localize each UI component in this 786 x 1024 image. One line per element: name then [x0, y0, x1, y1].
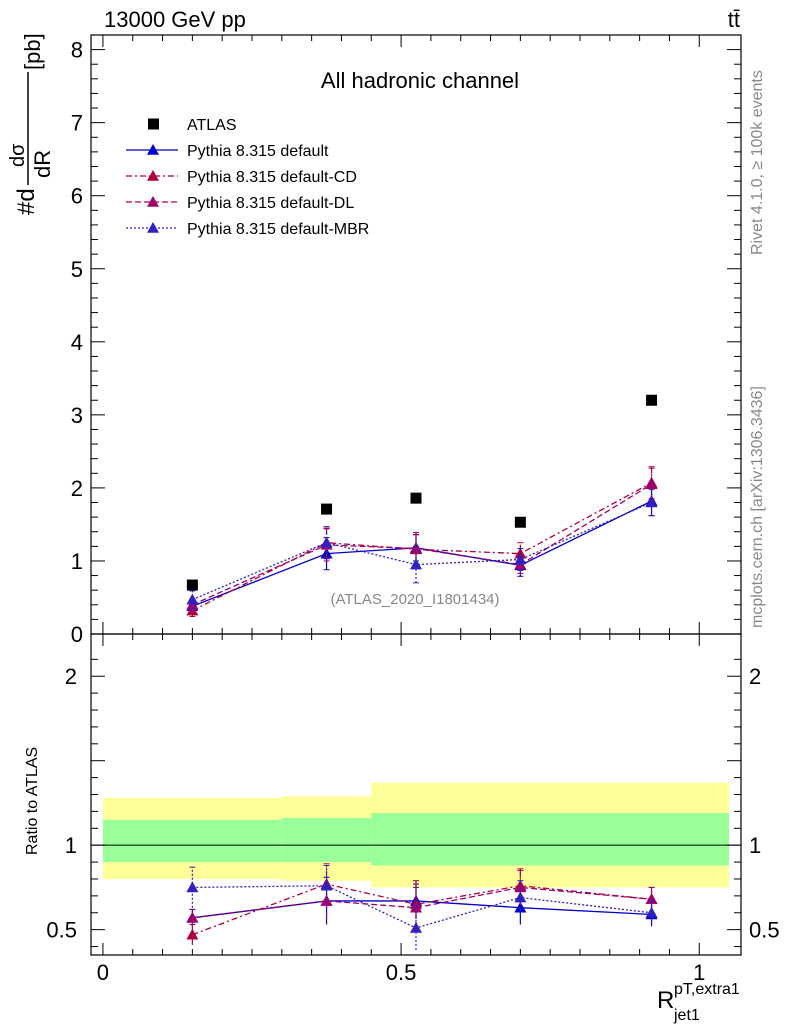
ratio-y-tick-label: 1 — [65, 833, 77, 858]
legend-label: Pythia 8.315 default-DL — [187, 195, 354, 212]
atlas-data-point — [646, 394, 658, 406]
ratio-data-point — [186, 928, 199, 940]
data-point — [186, 593, 199, 605]
rivet-label: Rivet 4.1.0, ≥ 100k events — [749, 70, 766, 255]
process-label: tt̄ — [728, 7, 740, 32]
ratio-data-point — [645, 906, 658, 918]
y-tick-label: 2 — [71, 476, 83, 501]
uncertainty-band-inner — [102, 819, 282, 863]
main-y-axis-label: #d dσ dR [pb] — [7, 33, 55, 215]
uncertainty-band-inner — [371, 813, 730, 866]
ratio-series-2 — [186, 870, 658, 928]
ratio-y-tick-label: 0.5 — [46, 918, 77, 943]
y-tick-label: 0 — [71, 622, 83, 647]
analysis-watermark: (ATLAS_2020_I1801434) — [330, 591, 499, 608]
ratio-data-point — [645, 893, 658, 905]
legend-marker — [147, 222, 159, 233]
ylabel-prefix: #d — [13, 188, 40, 215]
atlas-data-point — [186, 579, 198, 591]
y-tick-label: 3 — [71, 403, 83, 428]
legend-label: Pythia 8.315 default-CD — [187, 169, 357, 186]
y-tick-label: 7 — [71, 111, 83, 136]
legend-label: Pythia 8.315 default — [187, 143, 329, 160]
ratio-data-point — [514, 881, 527, 893]
legend-atlas-label: ATLAS — [187, 117, 237, 134]
atlas-data-point — [514, 516, 526, 528]
ratio-y-tick-label-right: 0.5 — [749, 918, 780, 943]
ratio-data-point — [514, 891, 527, 903]
xlabel-main: R — [657, 987, 674, 1014]
series-2 — [186, 467, 658, 612]
legend-atlas-marker — [148, 118, 159, 130]
ratio-data-point — [186, 881, 199, 893]
legend: ATLAS Pythia 8.315 default Pythia 8.315 de… — [126, 117, 369, 238]
ratio-y-axis-label: Ratio to ATLAS — [24, 747, 41, 855]
data-point — [410, 542, 422, 554]
x-tick-label: 0 — [97, 960, 109, 985]
series-line — [192, 483, 652, 606]
data-point — [645, 496, 658, 508]
data-point — [410, 558, 422, 570]
atlas-data-point — [321, 503, 333, 515]
ratio-y-tick-label-right: 1 — [749, 833, 761, 858]
y-tick-label: 8 — [71, 38, 83, 63]
xlabel-superscript: pT,extra1 — [674, 981, 740, 998]
ratio-y-tick-label-right: 2 — [749, 664, 761, 689]
y-tick-label: 4 — [71, 330, 83, 355]
y-tick-label: 1 — [71, 549, 83, 574]
legend-label: Pythia 8.315 default-MBR — [187, 221, 369, 238]
main-panel: 0 1 2 3 4 5 6 7 8 All hadronic channel (ATLAS_2020… — [71, 34, 742, 955]
x-tick-label: 0.5 — [386, 960, 417, 985]
legend-marker — [147, 144, 159, 155]
mcplots-label: mcplots.cern.ch [arXiv:1306.3436] — [749, 386, 766, 628]
ratio-series-line — [192, 883, 652, 936]
ratio-data-point — [514, 901, 527, 913]
chart-title: All hadronic channel — [321, 68, 519, 93]
x-tick-label: 1 — [693, 960, 705, 985]
ratio-data-point — [410, 921, 422, 933]
ylabel-denominator: dR — [30, 150, 55, 178]
data-point — [320, 536, 333, 548]
y-tick-label: 5 — [71, 257, 83, 282]
legend-marker — [147, 196, 159, 207]
ylabel-unit: [pb] — [20, 33, 45, 70]
y-tick-label: 6 — [71, 184, 83, 209]
ratio-series-line — [192, 886, 652, 919]
ratio-data-point — [410, 901, 422, 913]
legend-marker — [147, 170, 159, 181]
ratio-series-3 — [186, 864, 658, 950]
ylabel-numerator: dσ — [7, 143, 29, 167]
ratio-y-tick-label: 2 — [65, 664, 77, 689]
series-3 — [186, 488, 658, 609]
ratio-data-point — [320, 879, 333, 891]
series-line — [192, 501, 652, 601]
xlabel-subscript: jet1 — [673, 1007, 700, 1024]
data-point — [514, 553, 527, 565]
atlas-data-point — [410, 492, 422, 504]
energy-label: 13000 GeV pp — [104, 7, 246, 32]
uncertainty-band-inner — [281, 818, 372, 863]
data-point — [645, 478, 658, 490]
ratio-panel: 0 0.5 1 0.5 0.5 1 1 2 2 — [46, 633, 780, 985]
ratio-data-point — [186, 911, 199, 923]
x-axis-label: R pT,extra1 jet1 — [657, 981, 740, 1024]
